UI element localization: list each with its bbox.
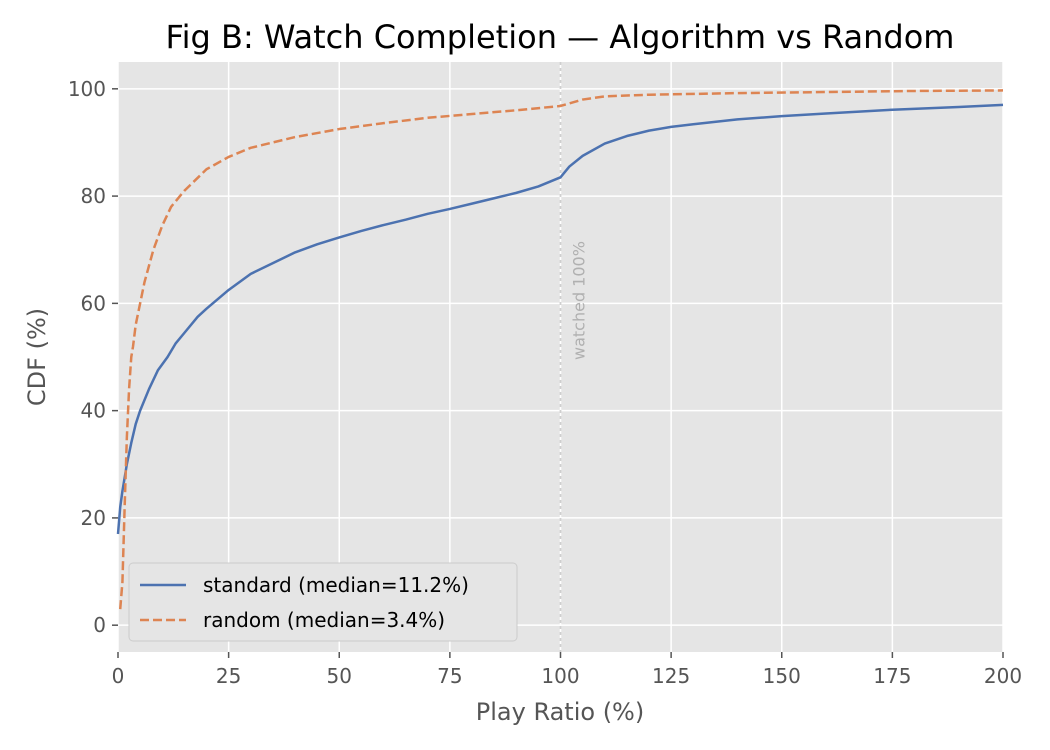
x-tick-label: 100 <box>541 664 579 688</box>
x-tick-label: 125 <box>652 664 690 688</box>
y-tick-label: 20 <box>81 506 106 530</box>
y-axis-label: CDF (%) <box>23 308 51 406</box>
series-line-random <box>118 89 1004 610</box>
x-tick-label: 150 <box>763 664 801 688</box>
legend-box <box>128 562 518 642</box>
chart-title: Fig B: Watch Completion — Algorithm vs R… <box>166 18 955 56</box>
legend-label-standard: standard (median=11.2%) <box>203 573 469 597</box>
y-tick-label: 40 <box>81 399 106 423</box>
x-axis-label: Play Ratio (%) <box>476 698 644 726</box>
x-tick-label: 175 <box>873 664 911 688</box>
legend-label-random: random (median=3.4%) <box>203 608 445 632</box>
series-line-standard <box>116 103 1004 535</box>
annotation-layer: watched 100% <box>559 62 589 652</box>
y-tick-label: 100 <box>68 77 106 101</box>
y-tick-label: 60 <box>81 291 106 315</box>
x-tick-label: 200 <box>984 664 1022 688</box>
x-tick-label: 50 <box>327 664 352 688</box>
tick-labels: 0 25 50 75 100 125 150 175 200 0 20 40 60 80 100 <box>68 77 1022 688</box>
series-layer <box>116 89 1004 610</box>
x-tick-label: 25 <box>216 664 241 688</box>
y-tick-label: 80 <box>81 184 106 208</box>
x-tick-label: 75 <box>437 664 462 688</box>
y-tick-label: 0 <box>93 613 106 637</box>
x-tick-label: 0 <box>112 664 125 688</box>
watched-100-label: watched 100% <box>570 241 589 360</box>
legend: standard (median=11.2%) random (median=3… <box>128 562 518 642</box>
